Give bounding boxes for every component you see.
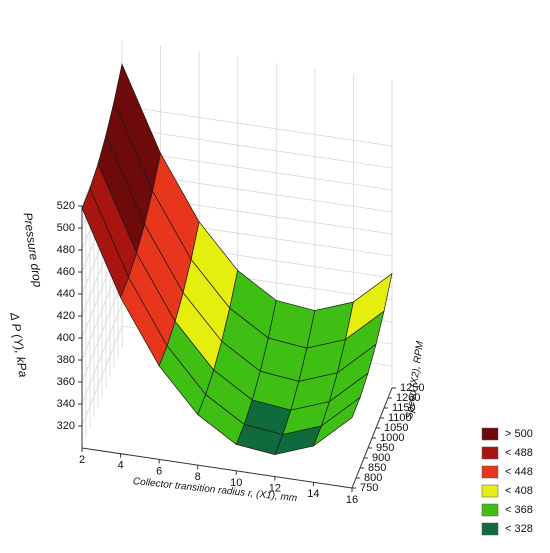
- legend-swatch: [481, 503, 499, 517]
- legend-swatch: [481, 465, 499, 479]
- grid-line: [121, 105, 393, 147]
- x-tick-label: 6: [156, 465, 162, 477]
- legend-swatch: [481, 427, 499, 441]
- legend-label: > 500: [505, 428, 533, 440]
- y-tick-label: 750: [360, 482, 378, 494]
- y-tick-label: 800: [364, 472, 382, 484]
- z-axis-label: Pressure drop: [21, 212, 45, 289]
- y-tick-label: 1050: [384, 422, 408, 434]
- z-axis-label: Δ P (Y), kPa: [7, 311, 30, 379]
- y-tick-label: 1150: [392, 402, 416, 414]
- x-axis: [81, 447, 353, 489]
- grid-line: [121, 149, 393, 191]
- z-tick-label: 380: [57, 354, 75, 366]
- x-tick-label: 4: [118, 460, 124, 472]
- z-tick-label: 340: [57, 398, 75, 410]
- legend-label: < 448: [505, 466, 533, 478]
- y-tick-label: 1250: [400, 382, 424, 394]
- y-tick-label: 1200: [396, 392, 420, 404]
- y-tick-label: 900: [372, 452, 390, 464]
- z-tick-label: 440: [57, 288, 75, 300]
- x-tick-label: 2: [79, 454, 85, 466]
- z-tick-label: 500: [57, 222, 75, 234]
- y-axis-label: Speed (X2), RPM: [404, 340, 426, 420]
- legend: > 500 < 488 < 448 < 408 < 368 < 328: [481, 427, 533, 536]
- z-tick-label: 420: [57, 310, 75, 322]
- legend-swatch: [481, 522, 499, 536]
- x-tick-label: 10: [230, 477, 242, 489]
- z-tick-label: 520: [57, 200, 75, 212]
- grid-line: [121, 127, 393, 169]
- z-tick-label: 480: [57, 244, 75, 256]
- y-tick-label: 850: [368, 462, 386, 474]
- x-tick-label: 14: [307, 488, 319, 500]
- x-tick-label: 8: [195, 471, 201, 483]
- z-tick-label: 320: [57, 420, 75, 432]
- y-tick-label: 1000: [380, 432, 404, 444]
- x-tick-label: 12: [269, 482, 281, 494]
- legend-label: < 328: [505, 523, 533, 535]
- legend-swatch: [481, 446, 499, 460]
- z-tick-label: 400: [57, 332, 75, 344]
- x-axis-label: Collector transition radius r, (X1), mm: [132, 476, 297, 504]
- x-tick-label: 16: [346, 494, 358, 506]
- legend-label: < 488: [505, 447, 533, 459]
- legend-label: < 368: [505, 504, 533, 516]
- z-tick-label: 460: [57, 266, 75, 278]
- surface-patch: [312, 396, 361, 447]
- axes: 2 4 6 8 10 12 14 167508008509009501000105011001…: [57, 200, 425, 506]
- surface: [81, 63, 393, 456]
- legend-label: < 408: [505, 485, 533, 497]
- y-tick-label: 1100: [388, 412, 412, 424]
- z-tick-label: 360: [57, 376, 75, 388]
- y-tick-label: 950: [376, 442, 394, 454]
- legend-swatch: [481, 484, 499, 498]
